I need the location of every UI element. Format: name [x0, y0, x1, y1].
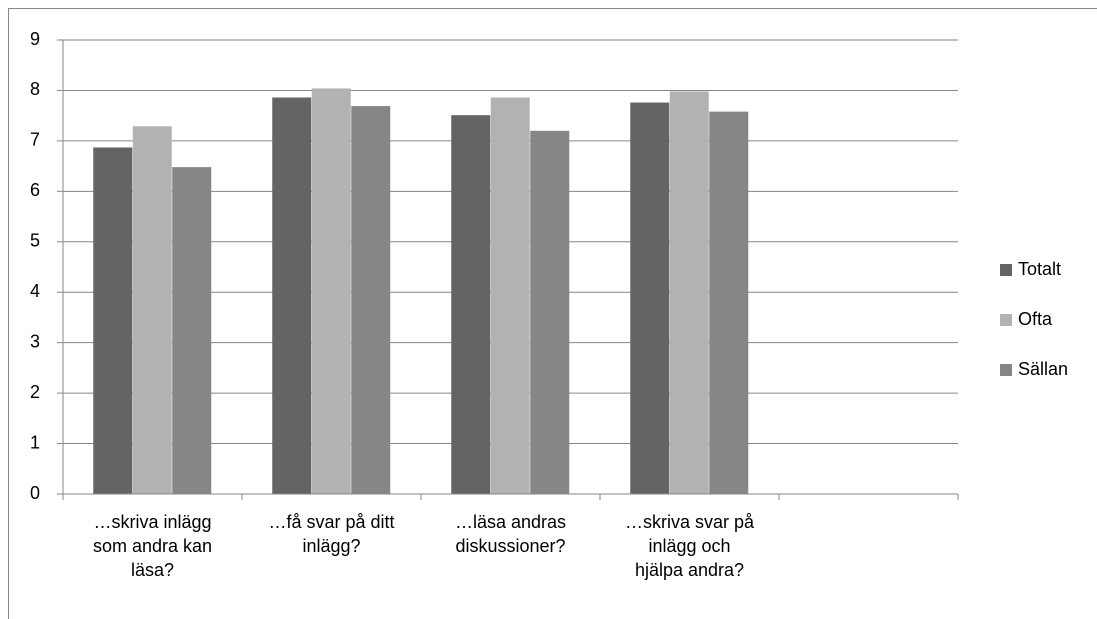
y-tick-label: 3: [30, 331, 40, 351]
bar: [132, 126, 172, 494]
y-tick-label: 4: [30, 281, 40, 301]
x-tick-label: …skriva svar på inlägg och hjälpa andra?: [624, 512, 755, 580]
bar: [451, 115, 491, 494]
y-tick-label: 1: [30, 432, 40, 452]
bar: [709, 111, 749, 495]
chart-border: [8, 8, 1097, 619]
legend-swatch: [1000, 264, 1012, 276]
y-tick-label: 7: [30, 130, 40, 150]
bar: [530, 130, 570, 495]
y-tick-label: 8: [30, 79, 40, 99]
legend-label: Totalt: [1018, 259, 1061, 279]
bar: [490, 97, 530, 495]
bar: [351, 106, 391, 495]
x-tick-label: …skriva inlägg som andra kan läsa?: [92, 512, 213, 580]
bar: [669, 91, 709, 494]
bar: [93, 147, 133, 495]
y-tick-label: 9: [30, 29, 40, 49]
legend-swatch: [1000, 364, 1012, 376]
bar: [272, 97, 312, 495]
y-tick-label: 5: [30, 231, 40, 251]
legend-label: Sällan: [1018, 359, 1068, 379]
legend-label: Ofta: [1018, 309, 1053, 329]
bar: [172, 167, 212, 494]
y-tick-label: 2: [30, 382, 40, 402]
bar: [630, 102, 670, 494]
y-tick-label: 6: [30, 180, 40, 200]
y-tick-label: 0: [30, 483, 40, 503]
x-tick-label: …få svar på ditt inlägg?: [268, 512, 395, 556]
legend-swatch: [1000, 314, 1012, 326]
x-tick-label: …läsa andras diskussioner?: [454, 512, 567, 556]
bar: [311, 88, 351, 494]
